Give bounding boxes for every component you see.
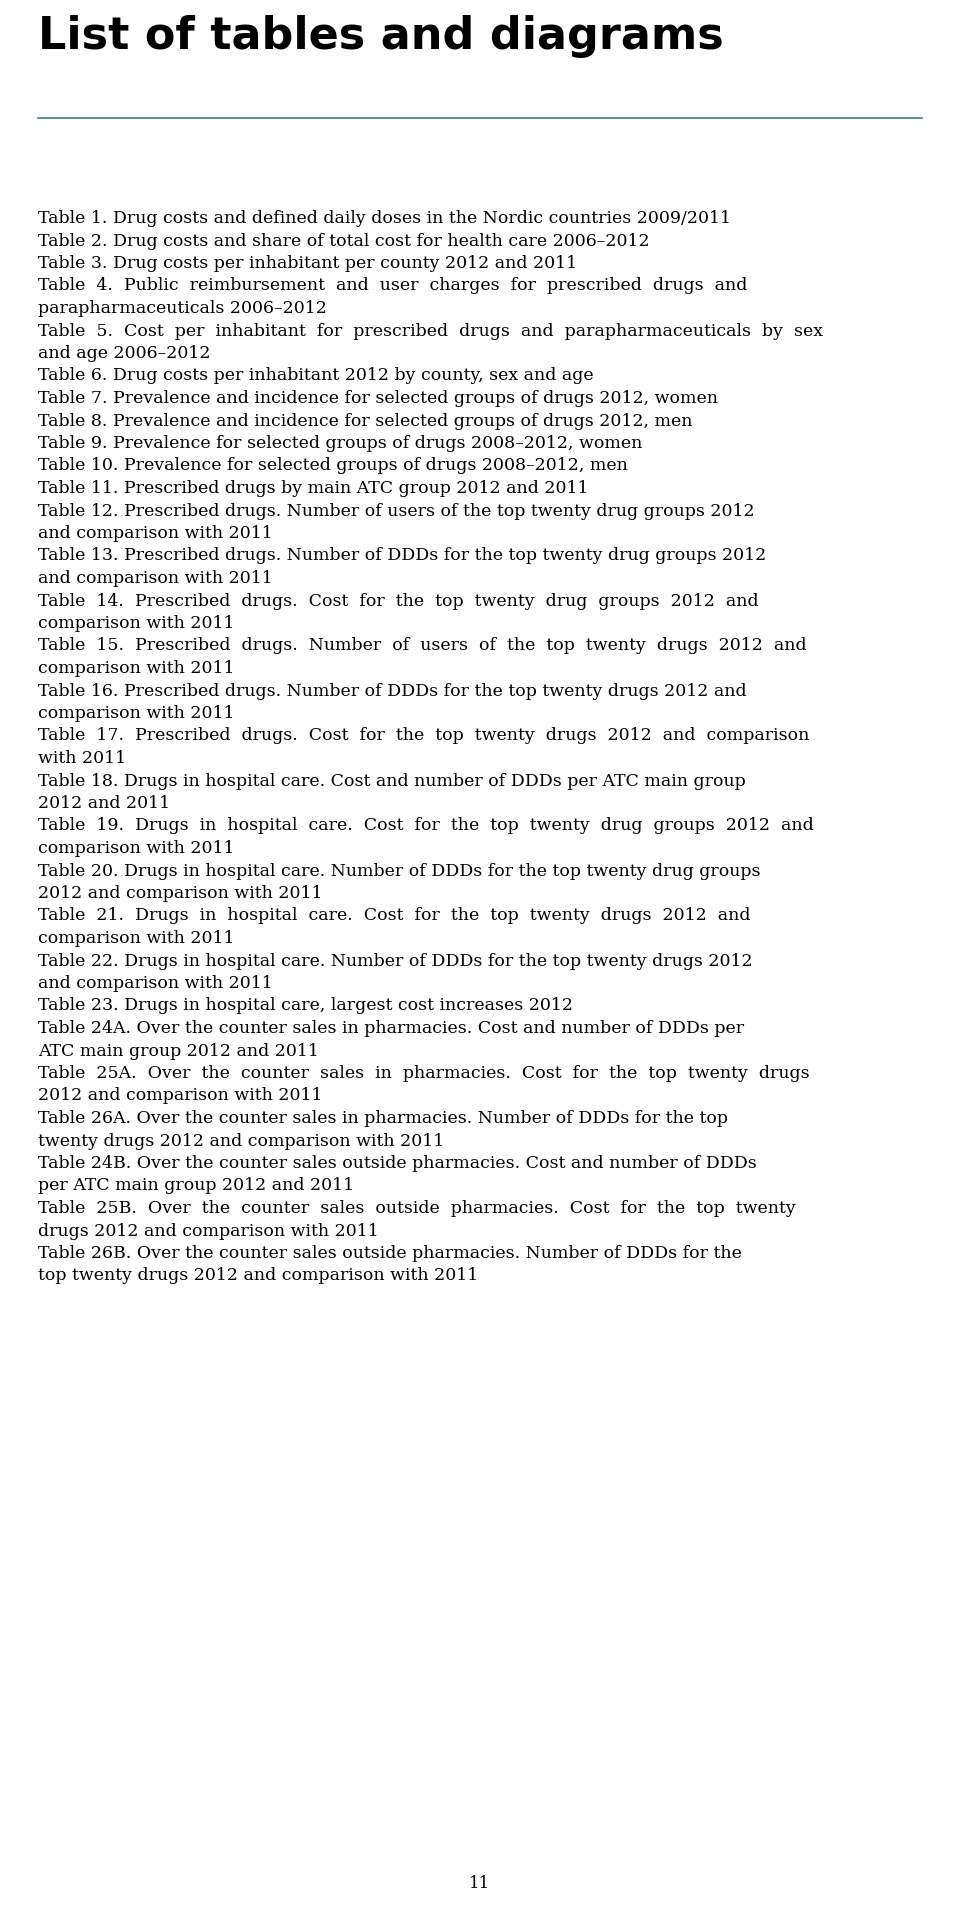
Text: Table 9. Prevalence for selected groups of drugs 2008–2012, women: Table 9. Prevalence for selected groups … [38,434,642,451]
Text: with 2011: with 2011 [38,750,126,767]
Text: Table 20. Drugs in hospital care. Number of DDDs for the top twenty drug groups: Table 20. Drugs in hospital care. Number… [38,863,760,880]
Text: and comparison with 2011: and comparison with 2011 [38,524,273,541]
Text: Table 23. Drugs in hospital care, largest cost increases 2012: Table 23. Drugs in hospital care, larges… [38,997,573,1014]
Text: Table 26B. Over the counter sales outside pharmacies. Number of DDDs for the: Table 26B. Over the counter sales outsid… [38,1245,742,1263]
Text: Table 18. Drugs in hospital care. Cost and number of DDDs per ATC main group: Table 18. Drugs in hospital care. Cost a… [38,773,746,790]
Text: comparison with 2011: comparison with 2011 [38,840,234,857]
Text: Table  25A.  Over  the  counter  sales  in  pharmacies.  Cost  for  the  top  tw: Table 25A. Over the counter sales in pha… [38,1066,809,1083]
Text: Table  21.  Drugs  in  hospital  care.  Cost  for  the  top  twenty  drugs  2012: Table 21. Drugs in hospital care. Cost f… [38,907,751,924]
Text: comparison with 2011: comparison with 2011 [38,930,234,947]
Text: Table 11. Prescribed drugs by main ATC group 2012 and 2011: Table 11. Prescribed drugs by main ATC g… [38,480,588,497]
Text: per ATC main group 2012 and 2011: per ATC main group 2012 and 2011 [38,1178,354,1194]
Text: Table 12. Prescribed drugs. Number of users of the top twenty drug groups 2012: Table 12. Prescribed drugs. Number of us… [38,503,755,520]
Text: Table 26A. Over the counter sales in pharmacies. Number of DDDs for the top: Table 26A. Over the counter sales in pha… [38,1110,728,1127]
Text: Table 13. Prescribed drugs. Number of DDDs for the top twenty drug groups 2012: Table 13. Prescribed drugs. Number of DD… [38,547,766,564]
Text: Table  17.  Prescribed  drugs.  Cost  for  the  top  twenty  drugs  2012  and  c: Table 17. Prescribed drugs. Cost for the… [38,727,809,744]
Text: 2012 and 2011: 2012 and 2011 [38,796,170,811]
Text: Table 16. Prescribed drugs. Number of DDDs for the top twenty drugs 2012 and: Table 16. Prescribed drugs. Number of DD… [38,683,747,700]
Text: Table  5.  Cost  per  inhabitant  for  prescribed  drugs  and  parapharmaceutica: Table 5. Cost per inhabitant for prescri… [38,323,823,339]
Text: Table 8. Prevalence and incidence for selected groups of drugs 2012, men: Table 8. Prevalence and incidence for se… [38,413,692,430]
Text: Table 1. Drug costs and defined daily doses in the Nordic countries 2009/2011: Table 1. Drug costs and defined daily do… [38,210,731,228]
Text: and comparison with 2011: and comparison with 2011 [38,570,273,587]
Text: Table  4.  Public  reimbursement  and  user  charges  for  prescribed  drugs  an: Table 4. Public reimbursement and user c… [38,277,748,295]
Text: comparison with 2011: comparison with 2011 [38,706,234,721]
Text: Table 2. Drug costs and share of total cost for health care 2006–2012: Table 2. Drug costs and share of total c… [38,233,650,249]
Text: and age 2006–2012: and age 2006–2012 [38,344,210,362]
Text: Table  25B.  Over  the  counter  sales  outside  pharmacies.  Cost  for  the  to: Table 25B. Over the counter sales outsid… [38,1199,796,1217]
Text: Table 24B. Over the counter sales outside pharmacies. Cost and number of DDDs: Table 24B. Over the counter sales outsid… [38,1155,756,1173]
Text: twenty drugs 2012 and comparison with 2011: twenty drugs 2012 and comparison with 20… [38,1132,444,1150]
Text: Table 24A. Over the counter sales in pharmacies. Cost and number of DDDs per: Table 24A. Over the counter sales in pha… [38,1020,744,1037]
Text: 2012 and comparison with 2011: 2012 and comparison with 2011 [38,886,323,903]
Text: Table  19.  Drugs  in  hospital  care.  Cost  for  the  top  twenty  drug  group: Table 19. Drugs in hospital care. Cost f… [38,817,814,834]
Text: Table 3. Drug costs per inhabitant per county 2012 and 2011: Table 3. Drug costs per inhabitant per c… [38,254,577,272]
Text: List of tables and diagrams: List of tables and diagrams [38,15,724,57]
Text: Table 6. Drug costs per inhabitant 2012 by county, sex and age: Table 6. Drug costs per inhabitant 2012 … [38,367,593,385]
Text: top twenty drugs 2012 and comparison with 2011: top twenty drugs 2012 and comparison wit… [38,1268,478,1284]
Text: comparison with 2011: comparison with 2011 [38,660,234,677]
Text: drugs 2012 and comparison with 2011: drugs 2012 and comparison with 2011 [38,1222,379,1240]
Text: Table  15.  Prescribed  drugs.  Number  of  users  of  the  top  twenty  drugs  : Table 15. Prescribed drugs. Number of us… [38,637,806,654]
Text: Table 10. Prevalence for selected groups of drugs 2008–2012, men: Table 10. Prevalence for selected groups… [38,457,628,474]
Text: and comparison with 2011: and comparison with 2011 [38,976,273,993]
Text: Table 7. Prevalence and incidence for selected groups of drugs 2012, women: Table 7. Prevalence and incidence for se… [38,390,718,407]
Text: Table 22. Drugs in hospital care. Number of DDDs for the top twenty drugs 2012: Table 22. Drugs in hospital care. Number… [38,953,753,970]
Text: 11: 11 [469,1875,491,1892]
Text: parapharmaceuticals 2006–2012: parapharmaceuticals 2006–2012 [38,300,326,318]
Text: ATC main group 2012 and 2011: ATC main group 2012 and 2011 [38,1043,319,1060]
Text: Table  14.  Prescribed  drugs.  Cost  for  the  top  twenty  drug  groups  2012 : Table 14. Prescribed drugs. Cost for the… [38,593,758,610]
Text: 2012 and comparison with 2011: 2012 and comparison with 2011 [38,1087,323,1104]
Text: comparison with 2011: comparison with 2011 [38,614,234,631]
